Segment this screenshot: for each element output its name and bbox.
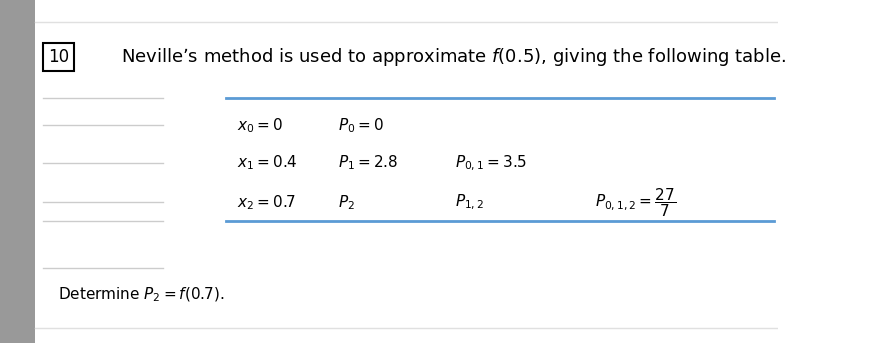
Text: $x_1 = 0.4$: $x_1 = 0.4$ [237, 154, 298, 172]
Text: $P_1 = 2.8$: $P_1 = 2.8$ [338, 154, 399, 172]
Text: $P_2$: $P_2$ [338, 193, 356, 212]
Text: $P_{0,1,2} = \dfrac{27}{7}$: $P_{0,1,2} = \dfrac{27}{7}$ [596, 186, 677, 219]
Text: $P_{1,2}$: $P_{1,2}$ [455, 193, 484, 212]
Text: 10: 10 [48, 48, 69, 66]
Text: Neville’s method is used to approximate $f$(0.5), giving the following table.: Neville’s method is used to approximate … [120, 46, 786, 68]
Text: $P_{0,1} = 3.5$: $P_{0,1} = 3.5$ [455, 153, 528, 173]
Text: $x_2 = 0.7$: $x_2 = 0.7$ [237, 193, 296, 212]
Text: Determine $P_2 = f(0.7)$.: Determine $P_2 = f(0.7)$. [58, 286, 225, 304]
Text: $x_0 = 0$: $x_0 = 0$ [237, 116, 283, 134]
Text: $P_0 = 0$: $P_0 = 0$ [338, 116, 385, 134]
Bar [0, 0, 35, 343]
